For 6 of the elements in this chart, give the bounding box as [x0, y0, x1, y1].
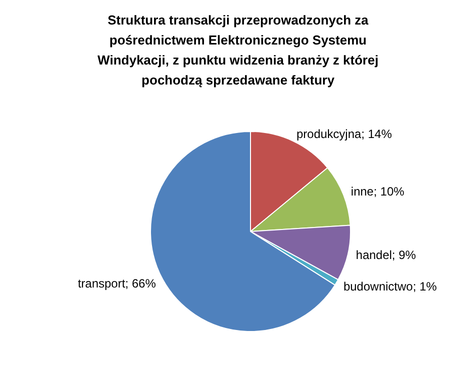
slice-label: produkcyjna; 14%	[296, 126, 392, 141]
slice-label: handel; 9%	[356, 248, 416, 262]
slice-label: inne; 10%	[350, 184, 405, 199]
chart-title: Struktura transakcji przeprowadzonych za pośrednictwem Elektronicznego Systemu Windykacji, z punktu widzenia branży z której pochodzą sprzedawane faktury	[98, 12, 378, 88]
slice-label: budownictwo; 1%	[343, 279, 438, 294]
slice-label: transport; 66%	[78, 276, 156, 291]
